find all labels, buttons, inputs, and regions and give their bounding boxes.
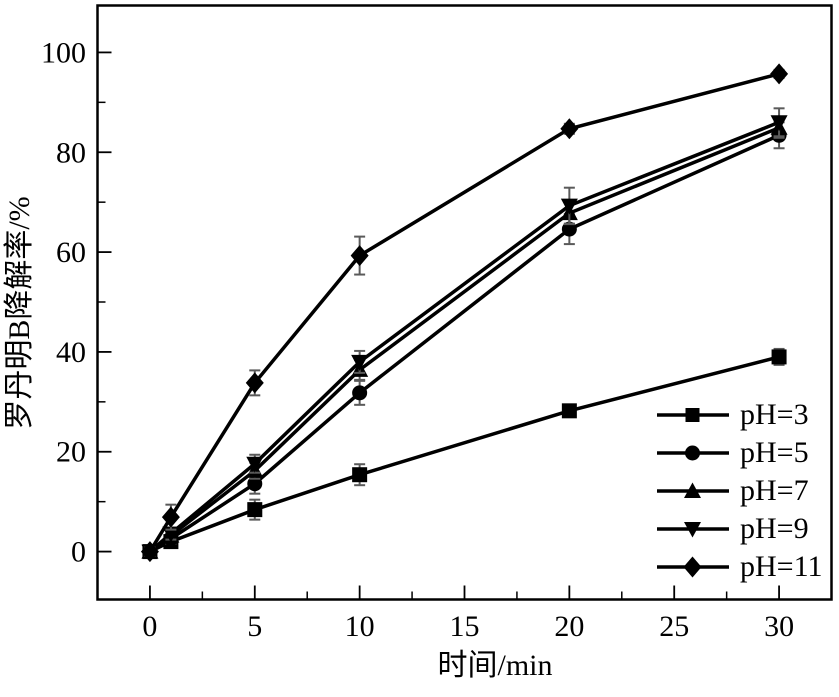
data-point-circle-pH=5 [352,385,368,401]
y-tick-label: 80 [56,136,86,169]
legend-label: pH=7 [740,474,809,507]
y-tick-label: 20 [56,436,86,469]
y-tick-label: 60 [56,236,86,269]
data-point-triangle-down-pH=9 [560,198,578,215]
legend-item-ph3: pH=3 [655,396,822,434]
x-tick-label: 30 [764,610,794,643]
data-point-diamond-pH=11 [140,541,159,563]
x-tick-label: 5 [247,610,262,643]
y-tick-label: 0 [71,536,86,569]
legend-item-ph5: pH=5 [655,434,822,472]
x-tick-label: 0 [142,610,157,643]
data-point-diamond-pH=11 [350,245,369,267]
data-point-triangle-down-pH=9 [770,115,788,132]
legend-label: pH=5 [740,436,809,469]
plot-border [96,4,833,601]
legend-label: pH=11 [740,550,823,583]
y-tick-label: 100 [41,36,86,69]
x-tick-label: 15 [450,610,480,643]
y-tick-label: 40 [56,336,86,369]
triangle-up-marker-icon [657,482,729,498]
series-line-pH=9 [148,120,780,553]
data-point-circle-pH=5 [247,476,263,492]
legend-item-ph7: pH=7 [655,472,822,510]
data-point-triangle-down-pH=9 [351,354,369,371]
x-tick-label: 20 [554,610,584,643]
legend-label: pH=9 [740,512,809,545]
x-axis-title: 时间/min [437,649,553,682]
x-tick-label: 10 [345,610,375,643]
legend-item-ph11: pH=11 [655,548,822,586]
data-point-square-pH=3 [561,403,577,419]
triangle-down-marker-icon [657,522,729,538]
data-point-square-pH=3 [352,467,368,483]
data-point-square-pH=3 [771,349,787,365]
legend-item-ph9: pH=9 [655,510,822,548]
y-axis-title: 罗丹明B降解率/% [3,196,36,430]
square-marker-icon [657,408,729,422]
data-point-triangle-down-pH=9 [246,456,264,473]
diamond-marker-icon [657,556,729,578]
x-tick-label: 25 [659,610,689,643]
legend-label: pH=3 [740,398,809,431]
data-point-circle-pH=5 [561,221,577,237]
data-point-diamond-pH=11 [245,372,264,394]
data-point-diamond-pH=11 [560,118,579,140]
legend: pH=3 pH=5 pH=7 pH=9 [655,396,822,586]
data-point-diamond-pH=11 [161,506,180,528]
data-point-diamond-pH=11 [770,63,789,85]
data-point-square-pH=3 [247,502,263,518]
circle-marker-icon [657,445,729,461]
